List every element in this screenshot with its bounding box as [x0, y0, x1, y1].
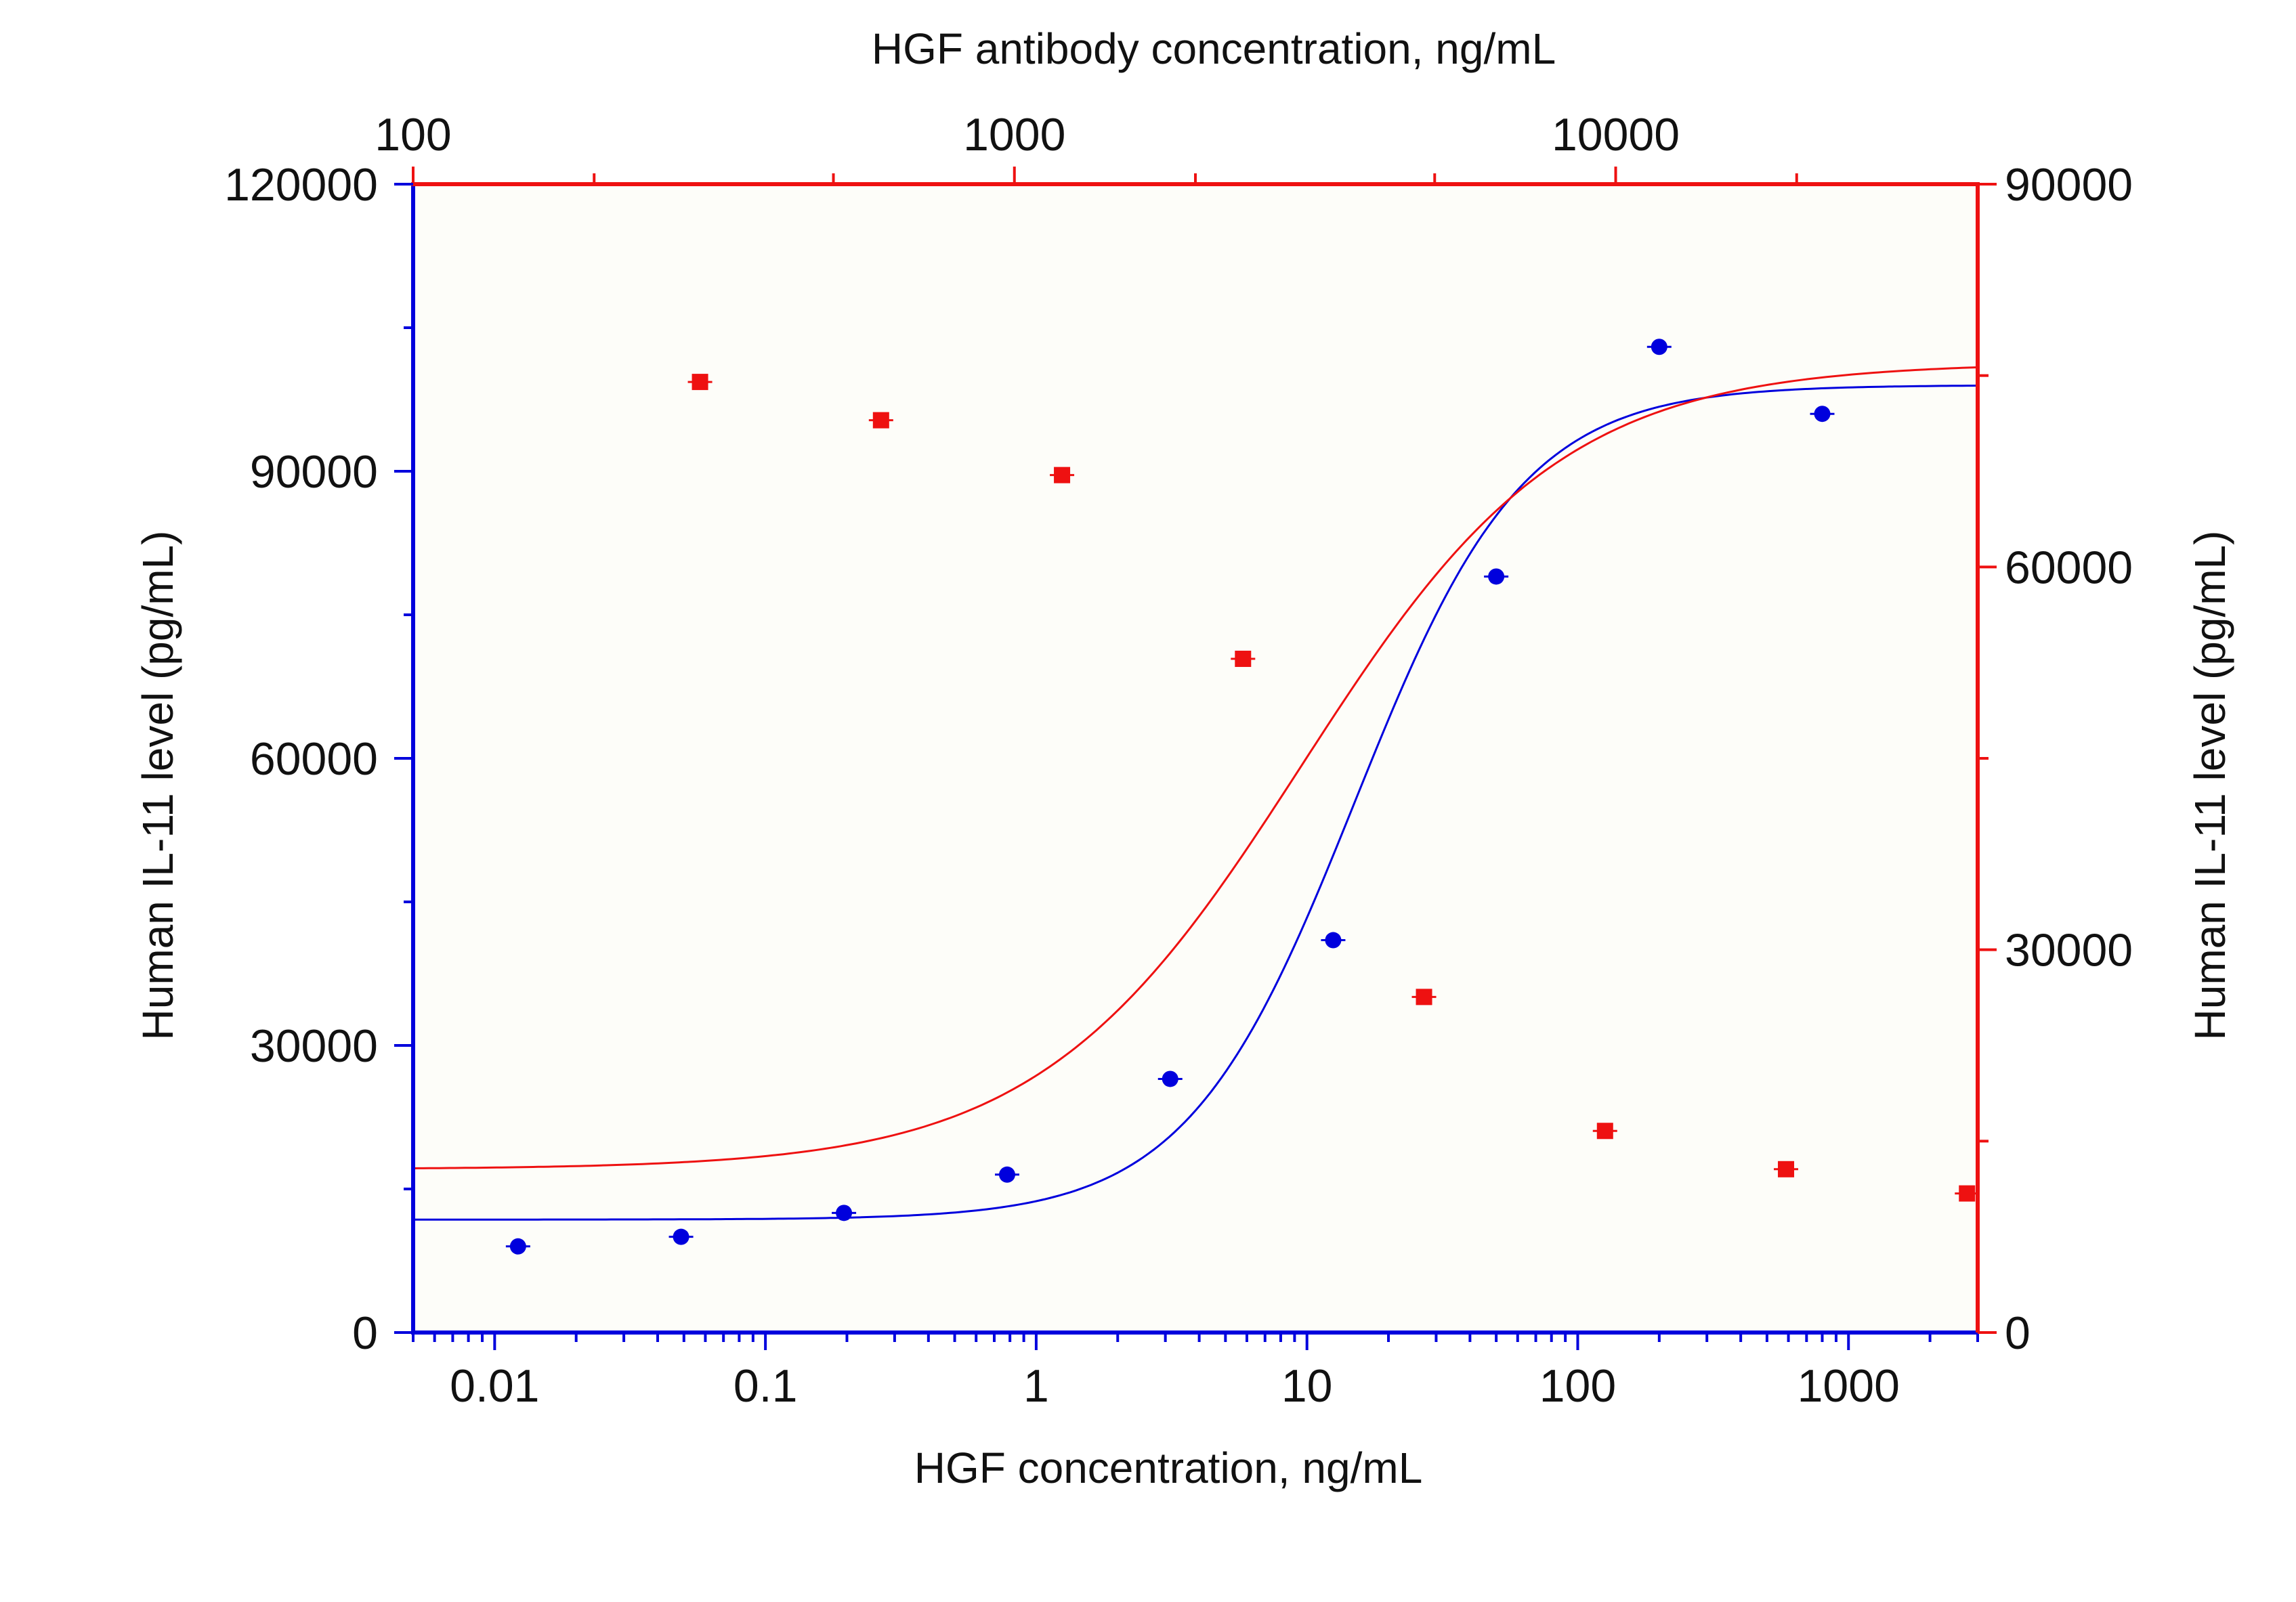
plot-area-background: [413, 184, 1978, 1333]
y-right-tick-label: 30000: [2005, 925, 2133, 976]
x-axis-top-title: HGF antibody concentration, ng/mL: [872, 24, 1556, 73]
y-right-tick-label: 0: [2005, 1307, 2031, 1359]
x-bottom-tick-label: 1: [1023, 1360, 1049, 1412]
y-axis-right-title: Human IL-11 level (pg/mL): [2186, 531, 2234, 1041]
data-point-circle: [1651, 339, 1667, 355]
data-point-circle: [1488, 568, 1505, 585]
data-point-circle: [1162, 1070, 1178, 1087]
y-left-tick-label: 60000: [250, 733, 378, 785]
data-point-circle: [836, 1205, 853, 1221]
y-left-tick-label: 120000: [224, 159, 378, 211]
y-left-tick-label: 90000: [250, 446, 378, 498]
tick-marks: [394, 167, 1997, 1350]
data-point-square: [1959, 1185, 1976, 1202]
data-point-square: [1235, 651, 1252, 668]
data-point-circle: [998, 1166, 1015, 1183]
x-bottom-tick-label: 0.01: [450, 1360, 539, 1412]
x-bottom-tick-label: 10: [1281, 1360, 1333, 1412]
data-point-circle: [673, 1228, 689, 1245]
fit-curve-series-1: [413, 385, 1978, 1221]
data-point-square: [1778, 1161, 1795, 1177]
tick-labels: 0.01 0.1 1 10 100 1000 100 1000 10000 0 30000 60000…: [224, 109, 2133, 1412]
data-point-circle: [1814, 406, 1831, 423]
x-bottom-tick-label: 0.1: [734, 1360, 798, 1412]
x-top-tick-label: 1000: [963, 109, 1065, 160]
y-left-tick-label: 30000: [250, 1020, 378, 1072]
data-point-square: [692, 374, 708, 391]
data-point-circle: [509, 1238, 526, 1255]
fit-curves: [412, 366, 1978, 1221]
x-bottom-tick-label: 100: [1539, 1360, 1616, 1412]
data-point-square: [1596, 1123, 1613, 1140]
y-right-tick-label: 90000: [2005, 159, 2133, 211]
data-point-circle: [1325, 932, 1342, 949]
x-top-tick-label: 100: [375, 109, 451, 160]
fit-curve-series-2: [412, 366, 1978, 1169]
x-top-tick-label: 10000: [1552, 109, 1680, 160]
data-point-square: [1416, 989, 1432, 1005]
x-bottom-tick-label: 1000: [1798, 1360, 1900, 1412]
x-axis-bottom-title: HGF concentration, ng/mL: [914, 1444, 1423, 1492]
y-right-tick-label: 60000: [2005, 542, 2133, 593]
data-point-square: [1054, 467, 1071, 483]
y-left-tick-label: 0: [352, 1307, 378, 1359]
y-axis-left-title: Human IL-11 level (pg/mL): [133, 531, 182, 1041]
data-points: [505, 339, 1980, 1255]
data-point-square: [872, 412, 889, 429]
